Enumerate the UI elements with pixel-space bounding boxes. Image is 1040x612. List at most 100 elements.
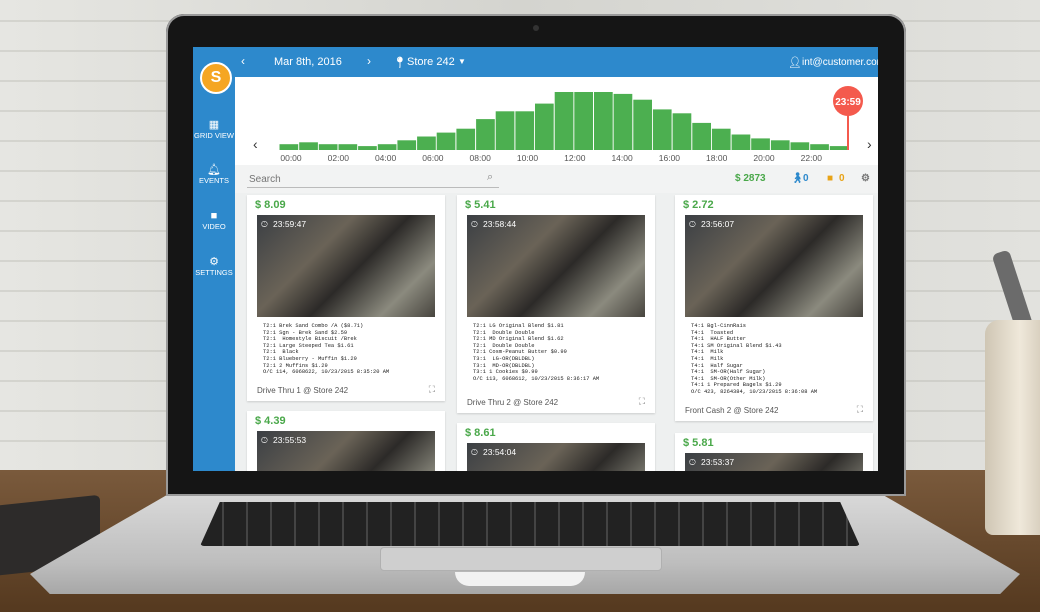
x-tick-label: 16:00 [659, 153, 681, 163]
histogram-bar[interactable] [770, 140, 790, 150]
card-amount: $ 5.81 [683, 437, 714, 449]
histogram-bar[interactable] [279, 144, 299, 150]
camera-location: Drive Thru 1 @ Store 242 [257, 386, 349, 395]
receipt-text: T2:1 LG Original Blend $1.81 T2:1 Double… [473, 323, 600, 382]
transaction-card[interactable]: $ 2.72 🕓︎ 23:56:07 T4:1 Bgl-CinnRais T4:1… [675, 195, 873, 421]
nav-events[interactable]: 🔔︎ EVENTS [193, 164, 235, 185]
histogram-bar[interactable] [456, 128, 476, 150]
people-count: 0 [803, 173, 809, 184]
histogram-bar[interactable] [633, 99, 652, 150]
card-amount: $ 5.41 [465, 199, 496, 211]
histogram-bar[interactable] [338, 144, 358, 150]
total-sales: $ 2873 [735, 173, 766, 184]
nav-label: GRID VIEW [193, 131, 234, 140]
search-icon[interactable]: ⌕ [487, 171, 494, 183]
clock-icon: 🕓︎ [689, 457, 696, 467]
time-marker-handle[interactable] [833, 86, 863, 116]
chart-prev-button[interactable]: ‹ [253, 136, 258, 152]
jar [985, 320, 1040, 535]
top-bar: ‹ Mar 8th, 2016 › 📍︎ Store 242 ▼ 👤︎ int@… [235, 47, 878, 77]
transaction-card[interactable]: $ 5.41 🕓︎ 23:58:44 T2:1 LG Original Blend… [457, 195, 655, 413]
histogram-bar[interactable] [672, 113, 692, 150]
x-tick-label: 12:00 [564, 153, 586, 163]
histogram-bar[interactable] [731, 134, 751, 151]
histogram-bar[interactable] [318, 144, 338, 150]
user-email[interactable]: int@customer.com [802, 57, 878, 68]
video-thumbnail[interactable]: 🕓︎ 23:53:37 [685, 453, 863, 471]
nav-label: EVENTS [198, 176, 229, 185]
time-marker-label: 23:59 [835, 97, 861, 108]
histogram-bar[interactable] [495, 111, 515, 150]
prev-date-button[interactable]: ‹ [241, 54, 245, 68]
histogram-bar[interactable] [417, 136, 436, 151]
histogram-bar[interactable] [810, 144, 829, 150]
bookmark-icon: ■ [827, 173, 834, 184]
date-label[interactable]: Mar 8th, 2016 [274, 56, 342, 68]
histogram-bar[interactable] [397, 140, 417, 150]
transaction-card[interactable]: $ 5.81 🕓︎ 23:53:37 [675, 433, 873, 471]
card-amount: $ 8.61 [465, 427, 496, 439]
card-amount: $ 2.72 [683, 199, 714, 211]
grid-icon: ▦ [208, 119, 220, 131]
histogram-bar[interactable] [652, 109, 672, 150]
video-thumbnail[interactable]: 🕓︎ 23:56:07 [685, 215, 863, 317]
histogram-bar[interactable] [476, 119, 495, 150]
sidebar: S ▦ GRID VIEW 🔔︎ EVENTS ■ VIDEO ⚙ SETTIN… [193, 47, 235, 471]
gear-icon: ⚙ [209, 256, 219, 268]
x-tick-label: 10:00 [517, 153, 539, 163]
histogram-bar[interactable] [594, 92, 613, 150]
transaction-card[interactable]: $ 8.09 🕓︎ 23:59:47 T2:1 Brek Sand Combo /… [247, 195, 445, 401]
histogram-bar[interactable] [554, 92, 574, 150]
x-tick-label: 18:00 [706, 153, 728, 163]
x-tick-label: 04:00 [375, 153, 397, 163]
chart-next-button[interactable]: › [867, 136, 872, 152]
expand-icon[interactable]: ⛶ [638, 396, 645, 406]
expand-icon[interactable]: ⛶ [856, 404, 863, 414]
next-date-button[interactable]: › [367, 54, 371, 68]
histogram-bar[interactable] [436, 132, 456, 150]
laptop-notch [455, 572, 585, 586]
x-tick-label: 20:00 [753, 153, 775, 163]
nav-video[interactable]: ■ VIDEO [193, 210, 235, 231]
histogram-bar[interactable] [751, 138, 770, 150]
histogram-bar[interactable] [711, 128, 731, 150]
transaction-card[interactable]: $ 4.39 🕓︎ 23:55:53 [247, 411, 445, 471]
histogram-bar[interactable] [535, 103, 554, 150]
histogram-bar[interactable] [829, 146, 849, 150]
histogram-bar[interactable] [358, 146, 377, 150]
bell-icon: 🔔︎ [207, 164, 221, 176]
chevron-down-icon[interactable]: ▼ [458, 57, 466, 66]
receipt-text: T2:1 Brek Sand Combo /A ($8.71) T2:1 Sgn… [263, 323, 390, 376]
nav-settings[interactable]: ⚙ SETTINGS [193, 256, 235, 277]
video-timestamp: 23:55:53 [273, 435, 307, 445]
filter-settings-icon[interactable]: ⚙ [861, 173, 870, 184]
user-icon: 👤︎ [788, 57, 802, 69]
video-thumbnail[interactable]: 🕓︎ 23:59:47 [257, 215, 435, 317]
clock-icon: 🕓︎ [471, 219, 478, 229]
transaction-card[interactable]: $ 8.61 🕓︎ 23:54:04 [457, 423, 655, 471]
clock-icon: 🕓︎ [261, 219, 268, 229]
clock-icon: 🕓︎ [261, 435, 268, 445]
store-select[interactable]: Store 242 [407, 56, 455, 68]
histogram-bar[interactable] [692, 122, 711, 150]
histogram-bar[interactable] [299, 142, 318, 150]
expand-icon[interactable]: ⛶ [428, 384, 435, 394]
video-thumbnail[interactable]: 🕓︎ 23:58:44 [467, 215, 645, 317]
nav-grid-view[interactable]: ▦ GRID VIEW [193, 119, 235, 140]
camera-location: Front Cash 2 @ Store 242 [685, 406, 779, 415]
video-thumbnail[interactable]: 🕓︎ 23:54:04 [467, 443, 645, 471]
histogram-bar[interactable] [574, 92, 593, 150]
webcam [533, 25, 539, 31]
video-thumbnail[interactable]: 🕓︎ 23:55:53 [257, 431, 435, 471]
video-timestamp: 23:58:44 [483, 219, 517, 229]
search-input[interactable] [247, 171, 499, 188]
trackpad [380, 547, 662, 571]
clock-icon: 🕓︎ [689, 219, 696, 229]
histogram-bar[interactable] [377, 144, 397, 150]
histogram-bar[interactable] [515, 111, 535, 150]
histogram-bar[interactable] [613, 93, 633, 150]
receipt-text: T4:1 Bgl-CinnRais T4:1 Toasted T4:1 HALF… [691, 323, 818, 395]
app-logo[interactable]: S [200, 62, 232, 94]
clock-icon: 🕓︎ [471, 447, 478, 457]
histogram-bar[interactable] [790, 142, 810, 150]
